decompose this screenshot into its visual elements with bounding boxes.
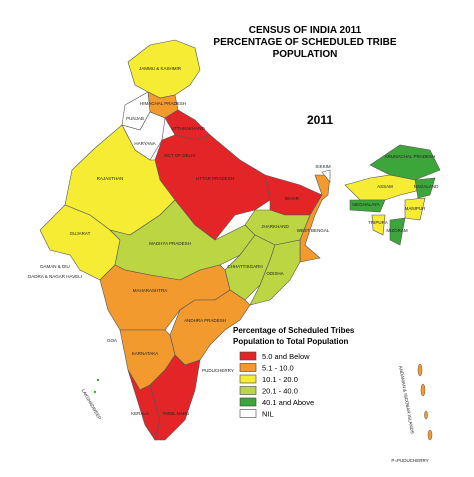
state-label: KERALA bbox=[131, 411, 149, 416]
state-label: KARNATAKA bbox=[132, 351, 159, 356]
state-label: ARUNACHAL PRADESH bbox=[385, 154, 436, 159]
legend-title: Population to Total Population bbox=[233, 337, 349, 346]
legend-label: 20.1 - 40.0 bbox=[262, 387, 298, 396]
state-label: ODISHA bbox=[266, 271, 283, 276]
states bbox=[39, 39, 441, 441]
state-label: DADRA & NAGAR HAVELI bbox=[28, 274, 82, 279]
legend-swatch bbox=[239, 374, 257, 384]
state-label: UTTAR PRADESH bbox=[196, 176, 234, 181]
legend-swatch bbox=[239, 363, 257, 372]
year: 2011 bbox=[307, 113, 333, 127]
state-label: DAMAN & DIU bbox=[40, 264, 70, 269]
state-label: NCT OF DELHI bbox=[164, 153, 195, 158]
state-label: MAHARASHTRA bbox=[133, 288, 168, 293]
title-line: POPULATION bbox=[273, 49, 338, 60]
legend-title: Percentage of Scheduled Tribes bbox=[233, 326, 355, 335]
state-label: LAKSHADWEEP bbox=[81, 388, 102, 420]
island bbox=[417, 363, 423, 377]
state bbox=[169, 289, 251, 366]
legend-label: 10.1 - 20.0 bbox=[262, 375, 298, 384]
state-label: HIMACHAL PRADESH bbox=[140, 101, 186, 106]
state bbox=[349, 199, 386, 213]
state-label: GUJARAT bbox=[70, 231, 91, 236]
state bbox=[299, 174, 331, 263]
state bbox=[164, 109, 211, 141]
island bbox=[420, 383, 426, 397]
legend-swatch bbox=[239, 351, 257, 361]
legend-swatch bbox=[239, 386, 257, 395]
legend: Percentage of Scheduled Tribes Populatio… bbox=[233, 326, 355, 419]
state bbox=[321, 169, 331, 183]
state-label: CHHATTISGARH bbox=[227, 264, 262, 269]
state-label: TRIPURA bbox=[368, 220, 388, 225]
title-line: CENSUS OF INDIA 2011 bbox=[249, 25, 362, 36]
legend-label: 5.0 and Below bbox=[262, 352, 310, 361]
state-label: MANIPUR bbox=[405, 206, 427, 211]
state-label: ASSAM bbox=[377, 184, 393, 189]
state-label: UTTARAKHAND bbox=[171, 126, 205, 131]
footnote: P=PUDUCHERRY bbox=[391, 458, 428, 463]
state bbox=[389, 217, 406, 246]
state bbox=[39, 204, 121, 281]
state bbox=[127, 39, 201, 99]
titles: CENSUS OF INDIA 2011 PERCENTAGE OF SCHED… bbox=[213, 25, 428, 463]
island bbox=[93, 390, 97, 394]
state-label: MADHYA PRADESH bbox=[149, 241, 191, 246]
state-label: TAMIL NADU bbox=[163, 411, 190, 416]
state-label: ANDHRA PRADESH bbox=[184, 318, 226, 323]
legend-label: 5.1 - 10.0 bbox=[262, 364, 294, 373]
state-label: NAGALAND bbox=[414, 184, 440, 189]
legend-label: 40.1 and Above bbox=[262, 398, 314, 407]
state bbox=[371, 214, 386, 236]
state-label: WEST BENGAL bbox=[297, 228, 330, 233]
state-label: JAMMU & KASHMIR bbox=[139, 66, 182, 71]
title-line: PERCENTAGE OF SCHEDULED TRIBE bbox=[213, 37, 396, 48]
state-label: PUNJAB bbox=[126, 116, 144, 121]
state bbox=[404, 197, 426, 221]
state bbox=[369, 144, 441, 181]
state-label: PUDUCHERRY bbox=[202, 368, 234, 373]
state bbox=[414, 177, 436, 199]
legend-swatch bbox=[239, 397, 257, 407]
state-label: MEGHALAYA bbox=[352, 202, 379, 207]
state-label: ANDAMAN & NICOBAR ISLANDS bbox=[398, 365, 415, 434]
island bbox=[427, 429, 433, 441]
state-label: RAJASTHAN bbox=[97, 176, 124, 181]
state bbox=[149, 354, 201, 441]
island bbox=[96, 378, 100, 382]
legend-swatch bbox=[239, 409, 257, 418]
state-label: MIZORAM bbox=[386, 228, 407, 233]
island bbox=[424, 410, 428, 420]
state-label: HARYANA bbox=[134, 141, 155, 146]
state-label: GOA bbox=[107, 338, 117, 343]
state-label: SIKKIM bbox=[315, 164, 331, 169]
state-label: BIHAR bbox=[285, 196, 300, 201]
state-label: JHARKHAND bbox=[261, 224, 289, 229]
legend-label: NIL bbox=[262, 410, 274, 419]
state bbox=[249, 239, 301, 306]
